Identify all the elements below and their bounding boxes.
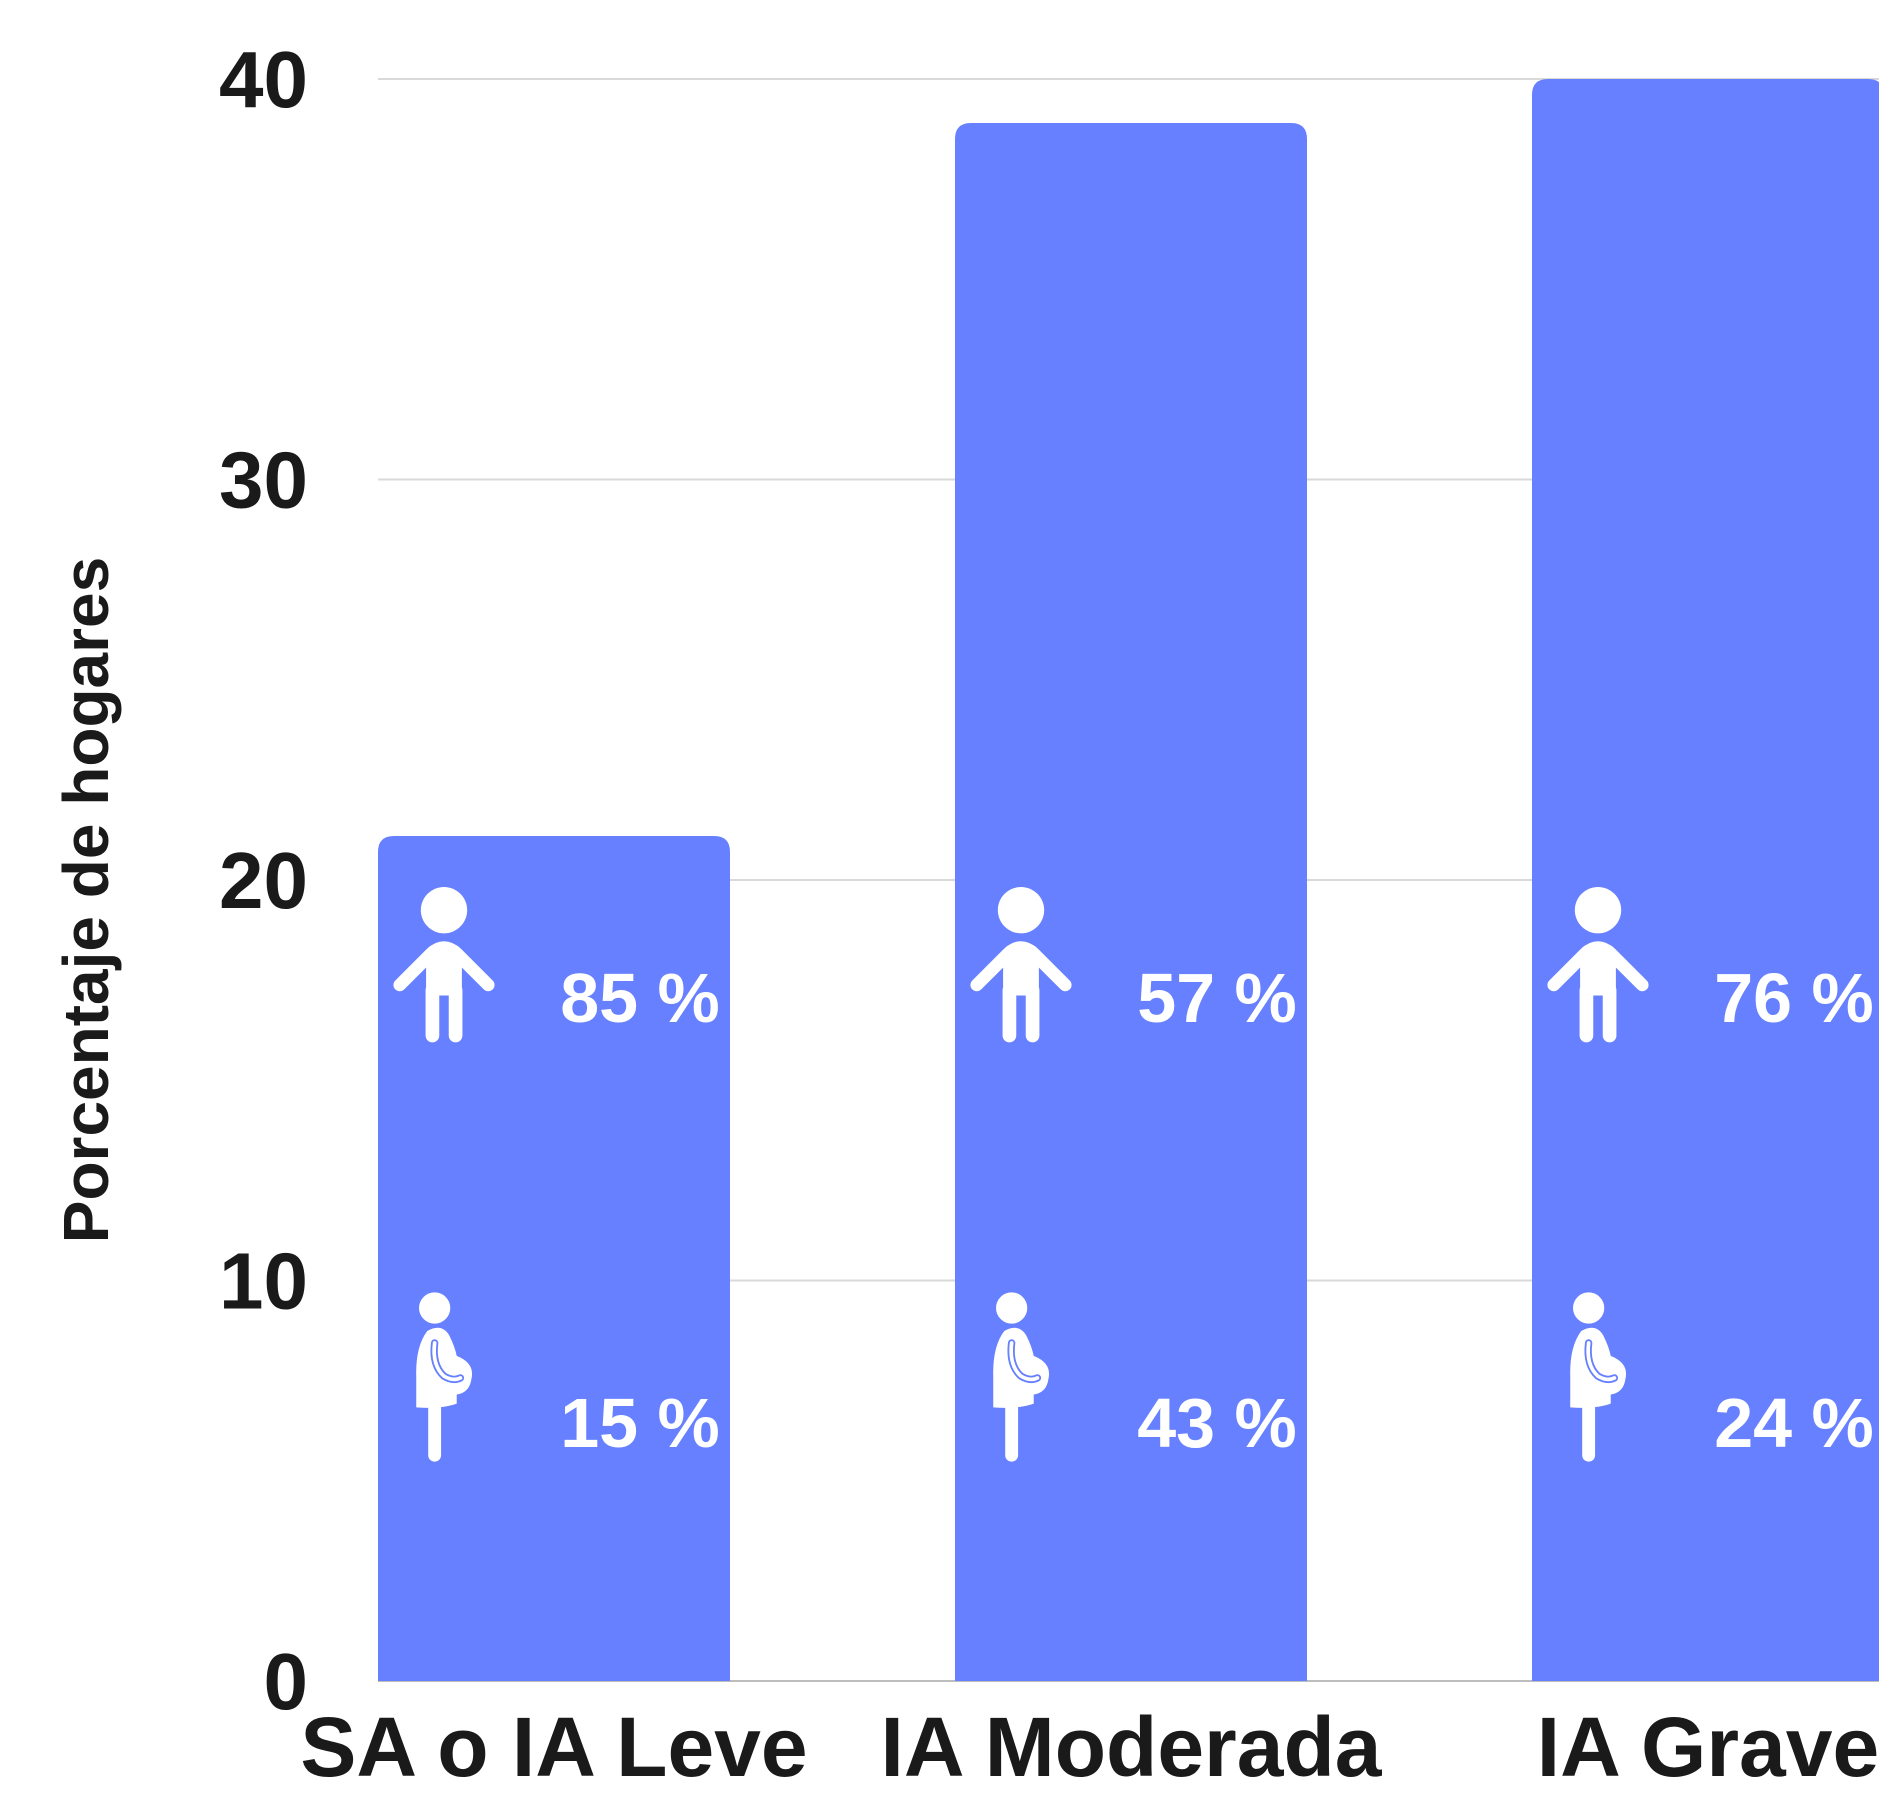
x-tick-label: IA Grave [1537, 1700, 1879, 1794]
x-tick-label: SA o IA Leve [300, 1700, 807, 1794]
y-tick-label: 20 [219, 836, 308, 925]
bar [1532, 79, 1879, 1681]
y-axis-ticks: 0 10 20 30 40 [219, 35, 308, 1726]
child-share-label: 85 % [560, 959, 720, 1037]
pregnant-share-label: 24 % [1714, 1384, 1874, 1462]
y-tick-label: 40 [219, 35, 308, 124]
y-axis-label: Porcentaje de hogares [50, 557, 122, 1243]
pregnant-share-label: 15 % [560, 1384, 720, 1462]
y-tick-label: 10 [219, 1237, 308, 1326]
bar-breakdown: 85 % 15 % 57 % 43 % 76 % 24 % [400, 887, 1874, 1462]
x-axis-ticks: SA o IA Leve IA Moderada IA Grave [300, 1700, 1879, 1794]
bars [378, 79, 1879, 1681]
child-share-label: 76 % [1714, 959, 1874, 1037]
child-share-label: 57 % [1137, 959, 1297, 1037]
bar [955, 123, 1307, 1681]
x-tick-label: IA Moderada [881, 1700, 1383, 1794]
y-tick-label: 0 [264, 1637, 309, 1726]
pregnant-share-label: 43 % [1137, 1384, 1297, 1462]
bar [378, 835, 730, 1681]
y-tick-label: 30 [219, 436, 308, 525]
